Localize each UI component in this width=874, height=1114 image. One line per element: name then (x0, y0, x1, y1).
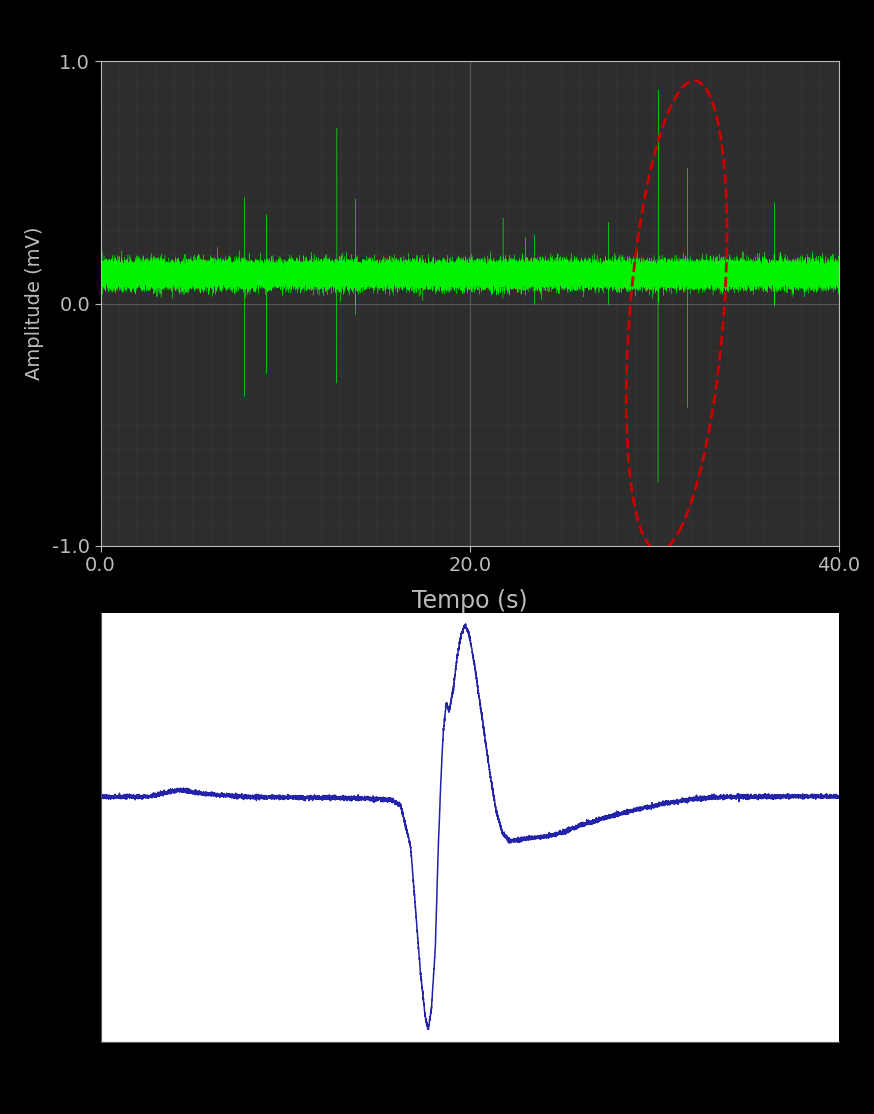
Y-axis label: Amplitude (mV): Amplitude (mV) (24, 227, 44, 380)
X-axis label: Tempo (s): Tempo (s) (412, 589, 528, 613)
X-axis label: Tempo (s): Tempo (s) (426, 1074, 514, 1093)
Y-axis label: MEP (microV): MEP (microV) (32, 772, 51, 882)
